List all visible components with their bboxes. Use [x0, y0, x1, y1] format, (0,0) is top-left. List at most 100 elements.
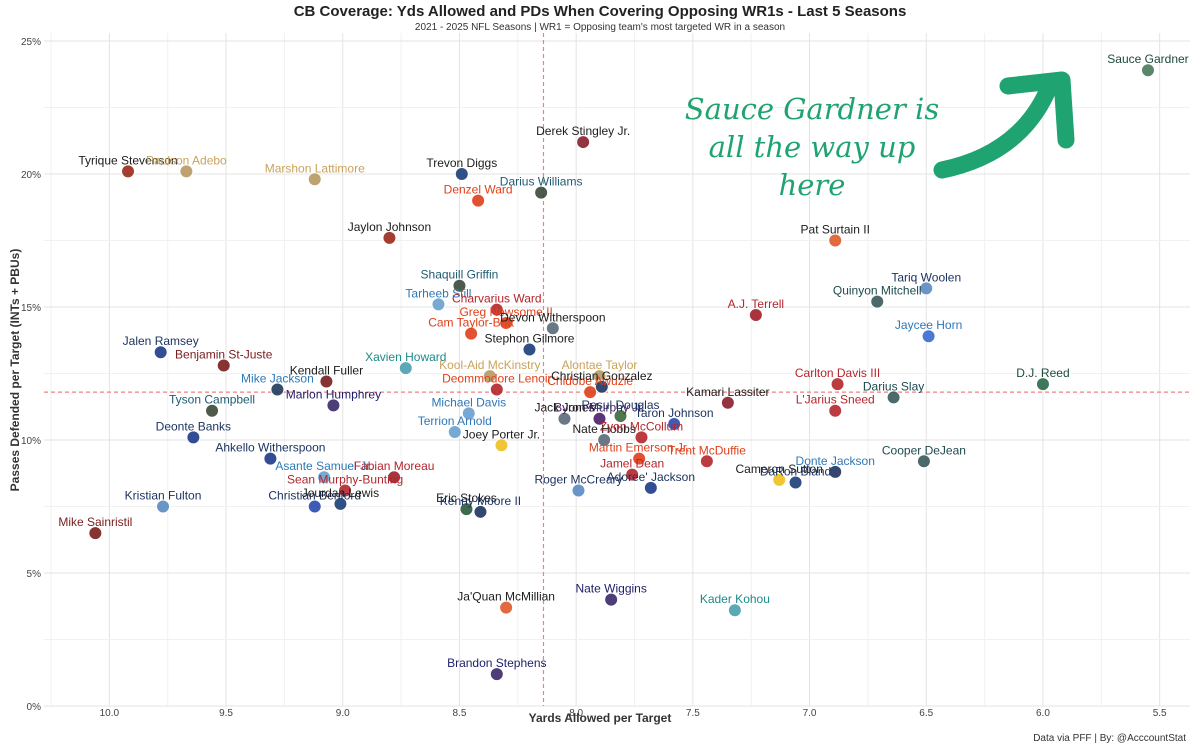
team-logo-marker	[452, 278, 467, 293]
player-label: Christian Gonzalez	[551, 369, 652, 383]
player-label: Denzel Ward	[444, 183, 513, 197]
player-label: Jalen Ramsey	[123, 334, 199, 348]
x-tick-label: 6.0	[1036, 708, 1050, 719]
team-logo-marker	[473, 504, 488, 519]
team-logo-marker	[489, 667, 504, 682]
team-logo-marker	[870, 294, 885, 309]
player-label: Alontae Taylor	[562, 358, 638, 372]
player-label: Michael Davis	[431, 395, 506, 409]
player-label: Jourdan Lewis	[302, 486, 379, 500]
team-logo-marker	[382, 230, 397, 245]
y-tick-label: 10%	[21, 436, 41, 447]
team-logo-marker	[886, 390, 901, 405]
x-tick-label: 5.5	[1153, 708, 1167, 719]
player-label: Eric Stokes	[436, 491, 497, 505]
player-label: Trent McDuffie	[668, 443, 746, 457]
team-logo-marker	[1035, 377, 1050, 392]
player-label: Shaquill Griffin	[421, 268, 499, 282]
data-credit: Data via PFF | By: @AcccountStat	[1033, 733, 1186, 744]
team-logo-marker	[545, 321, 560, 336]
team-logo-marker	[727, 603, 742, 618]
player-label: Mike Sainristil	[58, 515, 132, 529]
y-tick-label: 15%	[21, 303, 41, 314]
team-logo-marker	[494, 438, 509, 453]
player-label: Sean Murphy-Bunting	[287, 473, 403, 487]
player-label: Roger McCreary	[534, 473, 622, 487]
player-label: A.J. Terrell	[728, 297, 784, 311]
team-markers	[88, 63, 1155, 682]
team-logo-marker	[499, 315, 514, 330]
chart-subtitle: 2021 - 2025 NFL Seasons | WR1 = Opposing…	[414, 22, 786, 33]
player-label: D.J. Reed	[1016, 366, 1069, 380]
player-label: Terrion Arnold	[418, 414, 492, 428]
player-label: DaRon Bland	[760, 465, 831, 479]
chart-title: CB Coverage: Yds Allowed and PDs When Co…	[293, 3, 907, 20]
player-label: Nate Hobbs	[572, 422, 635, 436]
player-label: Zyon McCollum	[600, 419, 683, 433]
x-axis-label: Yards Allowed per Target	[528, 711, 672, 725]
team-logo-marker	[604, 592, 619, 607]
player-label: Xavien Howard	[365, 350, 446, 364]
team-logo-marker	[431, 297, 446, 312]
team-logo-marker	[489, 302, 504, 317]
player-label: Tariq Woolen	[891, 270, 961, 284]
player-label: Marlon Humphrey	[286, 387, 381, 401]
team-logo-marker	[263, 451, 278, 466]
team-logo-marker	[748, 307, 763, 322]
grid	[44, 33, 1190, 707]
player-label: Asante Samuel Jr.	[275, 459, 372, 473]
team-logo-marker	[317, 470, 332, 485]
player-label: Ahkello Witherspoon	[215, 441, 325, 455]
team-logo-marker	[338, 483, 353, 498]
sauce-gardner-annotation: Sauce Gardner is all the way up here	[684, 92, 940, 202]
player-label: Cooper DeJean	[882, 443, 966, 457]
y-axis-label: Passes Defended per Target (INTs + PBUs)	[8, 248, 22, 492]
player-label: Cameron Sutton	[736, 462, 823, 476]
team-logo-marker	[534, 185, 549, 200]
player-label: Benjamin St-Juste	[175, 348, 273, 362]
player-label: Greg Newsome II	[459, 305, 552, 319]
player-label: Tarheeb Still	[405, 286, 471, 300]
team-logo-marker	[788, 475, 803, 490]
team-logo-marker	[319, 374, 334, 389]
x-tick-label: 7.0	[803, 708, 817, 719]
x-tick-label: 9.5	[219, 708, 233, 719]
player-label: Sauce Gardner	[1107, 52, 1188, 66]
player-label: Devon Witherspoon	[500, 310, 605, 324]
team-logo-marker	[830, 377, 845, 392]
player-label: Paulson Adebo	[146, 153, 227, 167]
team-logo-marker	[205, 403, 220, 418]
team-logo-marker	[828, 464, 843, 479]
player-label: Pat Surtain II	[801, 222, 870, 236]
team-logo-marker	[592, 411, 607, 426]
team-logo-marker	[121, 164, 136, 179]
team-logo-marker	[522, 342, 537, 357]
x-tick-label: 10.0	[100, 708, 120, 719]
axis-ticks: 10.0 9.5 9.0 8.5 8.0 7.5 7.0 6.5 6.0 5.5 0% 5% 10% 15…	[21, 37, 1167, 719]
player-label: Joey Porter Jr.	[463, 427, 540, 441]
x-tick-label: 9.0	[336, 708, 350, 719]
player-label: Taron Johnson	[635, 406, 714, 420]
player-label: Trevon Diggs	[426, 156, 497, 170]
team-logo-marker	[919, 281, 934, 296]
x-tick-label: 7.5	[686, 708, 700, 719]
player-label: Donte Jackson	[796, 454, 875, 468]
reference-lines	[44, 33, 1190, 706]
player-label: Byron Murphy Jr.	[554, 401, 645, 415]
player-label: Kader Kohou	[700, 592, 770, 606]
team-logo-marker	[828, 403, 843, 418]
team-logo-marker	[499, 600, 514, 615]
player-label: Jaylon Johnson	[348, 220, 431, 234]
player-label: Deommodore Lenoir	[442, 371, 551, 385]
player-label: Nate Wiggins	[575, 582, 646, 596]
player-label: Stephon Gilmore	[484, 332, 574, 346]
team-logo-marker	[156, 499, 171, 514]
team-logo-marker	[461, 406, 476, 421]
team-logo-marker	[489, 382, 504, 397]
player-label: Brandon Stephens	[447, 656, 546, 670]
player-label: Carlton Davis III	[795, 366, 880, 380]
team-logo-marker	[699, 454, 714, 469]
player-label: Deonte Banks	[156, 419, 231, 433]
player-label: Rasul Douglas	[581, 398, 659, 412]
